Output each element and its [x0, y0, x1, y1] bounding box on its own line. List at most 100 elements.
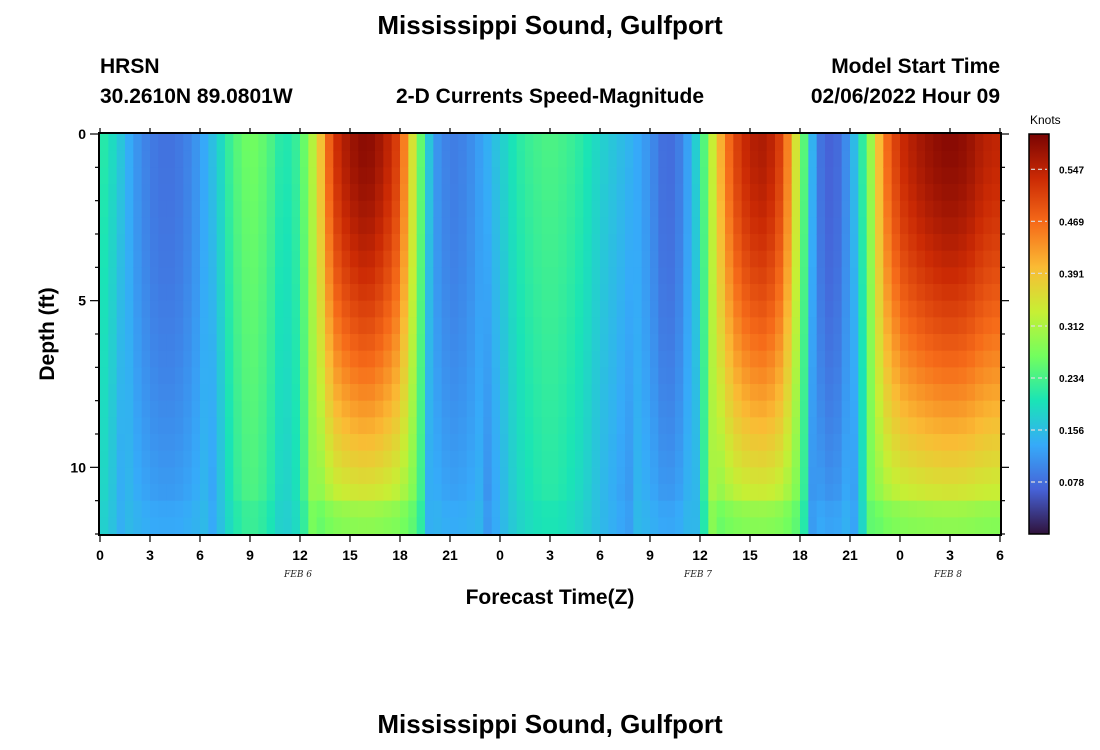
- heatmap-cell: [183, 334, 193, 352]
- heatmap-cell: [850, 217, 859, 235]
- heatmap-cell: [633, 484, 643, 502]
- heatmap-cell: [800, 350, 809, 368]
- heatmap-cell: [258, 167, 268, 185]
- heatmap-cell: [675, 150, 684, 168]
- heatmap-cell: [300, 167, 309, 185]
- heatmap-cell: [716, 184, 726, 202]
- heatmap-cell: [891, 167, 901, 185]
- heatmap-cell: [483, 284, 493, 302]
- heatmap-cell: [841, 200, 851, 218]
- heatmap-cell: [208, 400, 218, 418]
- heatmap-cell: [425, 284, 434, 302]
- heatmap-cell: [983, 434, 993, 452]
- heatmap-cell: [433, 450, 443, 468]
- heatmap-cell: [175, 334, 184, 352]
- heatmap-cell: [858, 217, 868, 235]
- heatmap-cell: [450, 184, 459, 202]
- heatmap-cell: [433, 184, 443, 202]
- heatmap-cell: [366, 184, 376, 202]
- heatmap-cell: [641, 500, 651, 518]
- heatmap-cell: [775, 334, 784, 352]
- heatmap-cell: [108, 217, 118, 235]
- heatmap-cell: [441, 167, 451, 185]
- heatmap-cell: [533, 450, 543, 468]
- heatmap-cell: [275, 267, 284, 285]
- heatmap-cell: [975, 400, 984, 418]
- heatmap-cell: [966, 317, 976, 335]
- heatmap-cell: [858, 134, 868, 152]
- heatmap-cell: [391, 350, 401, 368]
- heatmap-cell: [541, 150, 551, 168]
- heatmap-cell: [766, 500, 776, 518]
- heatmap-cell: [658, 484, 668, 502]
- heatmap-cell: [300, 300, 309, 318]
- heatmap-cell: [766, 400, 776, 418]
- heatmap-cell: [975, 500, 984, 518]
- heatmap-cell: [425, 467, 434, 485]
- heatmap-cell: [233, 184, 243, 202]
- heatmap-cell: [141, 350, 151, 368]
- heatmap-cell: [216, 450, 226, 468]
- heatmap-cell: [141, 234, 151, 252]
- heatmap-cell: [425, 450, 434, 468]
- heatmap-cell: [350, 467, 359, 485]
- heatmap-cell: [566, 250, 576, 268]
- heatmap-cell: [275, 134, 284, 152]
- heatmap-cell: [483, 300, 493, 318]
- heatmap-cell: [791, 267, 801, 285]
- heatmap-cell: [308, 134, 318, 152]
- heatmap-cell: [816, 450, 826, 468]
- heatmap-cell: [783, 134, 793, 152]
- heatmap-cell: [991, 250, 1001, 268]
- heatmap-cell: [858, 400, 868, 418]
- heatmap-cell: [400, 200, 409, 218]
- heatmap-cell: [391, 200, 401, 218]
- heatmap-cell: [691, 517, 701, 535]
- heatmap-cell: [441, 217, 451, 235]
- heatmap-cell: [125, 384, 134, 402]
- heatmap-cell: [483, 517, 493, 535]
- heatmap-cell: [800, 184, 809, 202]
- heatmap-cell: [208, 384, 218, 402]
- heatmap-cell: [308, 484, 318, 502]
- heatmap-cell: [275, 167, 284, 185]
- heatmap-cell: [158, 500, 168, 518]
- heatmap-cell: [591, 434, 601, 452]
- heatmap-cell: [241, 300, 251, 318]
- colorbar-label: 0.547: [1059, 165, 1084, 176]
- heatmap-cell: [941, 267, 951, 285]
- heatmap-cell: [500, 350, 509, 368]
- heatmap-cell: [608, 267, 618, 285]
- heatmap-cell: [558, 367, 568, 385]
- heatmap-cell: [425, 184, 434, 202]
- heatmap-cell: [550, 384, 559, 402]
- heatmap-cell: [291, 234, 301, 252]
- heatmap-cell: [783, 250, 793, 268]
- heatmap-cell: [216, 134, 226, 152]
- heatmap-cell: [166, 367, 176, 385]
- heatmap-cell: [291, 350, 301, 368]
- heatmap-cell: [375, 250, 384, 268]
- heatmap-cell: [375, 350, 384, 368]
- heatmap-cell: [350, 517, 359, 535]
- heatmap-cell: [333, 134, 343, 152]
- heatmap-cell: [275, 417, 284, 435]
- heatmap-cell: [833, 284, 843, 302]
- heatmap-cell: [450, 450, 459, 468]
- heatmap-cell: [741, 317, 751, 335]
- heatmap-cell: [516, 450, 526, 468]
- heatmap-cell: [650, 134, 659, 152]
- heatmap-cell: [558, 250, 568, 268]
- heatmap-cell: [125, 400, 134, 418]
- heatmap-cell: [916, 334, 926, 352]
- heatmap-cell: [325, 200, 334, 218]
- heatmap-cell: [675, 317, 684, 335]
- heatmap-cell: [358, 334, 368, 352]
- heatmap-cell: [950, 200, 959, 218]
- heatmap-cell: [925, 300, 934, 318]
- heatmap-cell: [541, 167, 551, 185]
- heatmap-cell: [433, 484, 443, 502]
- heatmap-cell: [591, 384, 601, 402]
- heatmap-cell: [858, 184, 868, 202]
- heatmap-cell: [200, 184, 209, 202]
